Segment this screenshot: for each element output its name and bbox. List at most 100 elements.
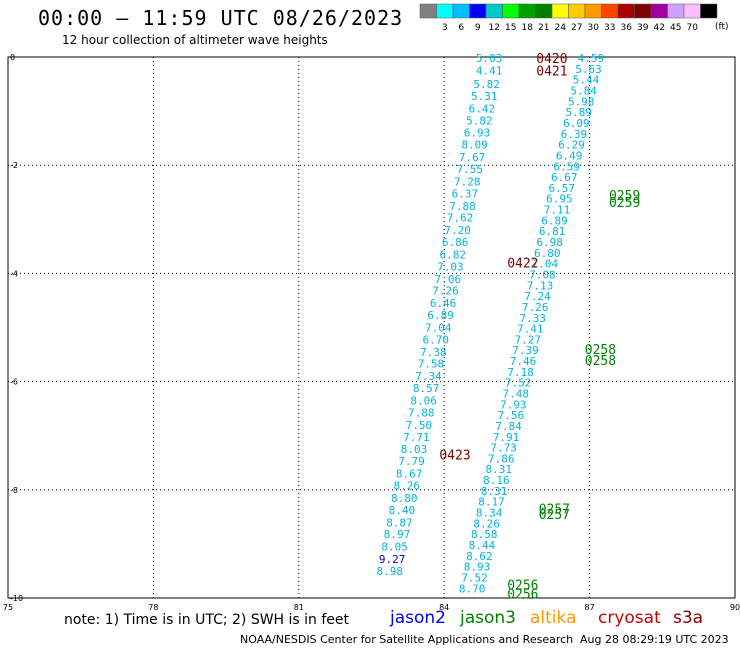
swh-value: 7.50: [406, 419, 433, 432]
swh-value: 8.67: [396, 468, 423, 481]
y-tick-label: -8: [10, 486, 18, 495]
swh-value: 8.98: [377, 565, 404, 578]
credit-text: NOAA/NESDIS Center for Satellite Applica…: [240, 633, 574, 646]
swh-value: 7.04: [425, 322, 452, 335]
swh-value: 9.27: [379, 553, 406, 566]
pass-time-label: 0256: [507, 588, 538, 603]
swh-value: 7.52: [505, 377, 532, 390]
swh-value: 5.03: [476, 52, 503, 65]
swh-value: 7.11: [544, 204, 571, 217]
satellite-altika: altika: [530, 608, 577, 628]
legend-label: 12: [489, 23, 500, 33]
swh-value: 7.55: [456, 163, 483, 176]
legend-label: 42: [654, 23, 665, 33]
swh-value: 7.56: [498, 409, 525, 422]
pass-time-label: 0420: [536, 52, 567, 67]
legend-label: 21: [538, 23, 549, 33]
swh-value: 6.93: [464, 127, 491, 140]
x-tick-label: 78: [148, 603, 158, 612]
swh-value: 6.37: [452, 187, 479, 200]
legend-label: 3: [442, 23, 448, 33]
legend-label: 33: [604, 23, 615, 33]
y-tick-label: -2: [10, 161, 18, 170]
swh-value: 7.84: [495, 420, 522, 433]
legend-label: 27: [571, 23, 582, 33]
pass-time-label: 0259: [609, 189, 640, 204]
swh-value: 7.28: [454, 175, 481, 188]
page-title: 00:00 – 11:59 UTC 08/26/2023: [38, 6, 404, 30]
swh-value: 7.13: [527, 279, 554, 292]
swh-value: 7.03: [437, 260, 464, 273]
swh-value: 8.40: [389, 504, 416, 517]
swh-value: 6.89: [427, 309, 454, 322]
swh-value: 7.38: [420, 346, 447, 359]
swh-value: 7.33: [519, 312, 546, 325]
pass-time-label: 0422: [507, 257, 538, 272]
x-tick-label: 81: [294, 603, 304, 612]
swh-value: 6.81: [539, 225, 566, 238]
swh-value: 8.34: [476, 507, 503, 520]
swh-value: 7.86: [488, 452, 515, 465]
swh-value: 6.86: [442, 236, 469, 249]
y-tick-label: -10: [10, 594, 23, 603]
swh-value: 6.59: [553, 160, 580, 173]
swh-value: 8.26: [473, 517, 500, 530]
swh-value: 8.80: [391, 492, 418, 505]
swh-value: 5.82: [473, 78, 500, 91]
pass-time-label: 0256: [507, 578, 538, 593]
legend-label: 45: [670, 23, 681, 33]
swh-value: 6.42: [469, 102, 496, 115]
footer-note: note: 1) Time is in UTC; 2) SWH is in fe…: [64, 612, 350, 628]
legend-label: 30: [588, 23, 600, 33]
plot-frame: [7, 56, 736, 599]
swh-value: 5.89: [566, 106, 593, 119]
swh-value: 8.70: [459, 582, 486, 595]
swh-value: 5.82: [466, 114, 493, 127]
legend-label: 6: [458, 23, 464, 33]
legend-unit: (ft): [715, 22, 729, 32]
swh-value: 8.16: [483, 474, 510, 487]
swh-value: 7.26: [432, 285, 459, 298]
swh-value: 7.52: [461, 571, 488, 584]
swh-value: 6.89: [541, 214, 568, 227]
swh-value: 8.58: [471, 528, 498, 541]
swh-value: 6.39: [561, 128, 588, 141]
legend-label: 9: [475, 23, 481, 33]
swh-value: 8.97: [384, 528, 411, 541]
swh-value: 7.93: [500, 398, 527, 411]
swh-value: 7.62: [447, 212, 474, 225]
swh-value: 6.29: [558, 139, 585, 152]
swh-value: 7.27: [515, 333, 542, 346]
legend-label: 24: [555, 23, 567, 33]
swh-value: 4.59: [578, 52, 605, 65]
pass-time-label: 0257: [539, 503, 570, 518]
timestamp-text: Aug 28 08:29:19 UTC 2023: [580, 633, 729, 646]
swh-value: 7.48: [503, 388, 530, 401]
swh-value: 7.73: [490, 442, 517, 455]
x-tick-label: 87: [585, 603, 595, 612]
swh-value: 6.57: [549, 182, 576, 195]
swh-value: 8.93: [464, 561, 491, 574]
swh-value: 6.49: [556, 149, 583, 162]
legend-label: 15: [505, 23, 516, 33]
swh-value: 6.98: [536, 236, 563, 249]
satellite-jason3: jason3: [460, 608, 516, 628]
page-subtitle: 12 hour collection of altimeter wave hei…: [62, 33, 328, 47]
swh-value: 6.46: [430, 297, 457, 310]
y-tick-label: -6: [10, 378, 18, 387]
swh-value: 6.09: [563, 117, 590, 130]
x-tick-label: 84: [439, 603, 449, 612]
swh-value: 8.87: [386, 516, 413, 529]
swh-value: 7.24: [524, 290, 551, 303]
swh-value: 8.31: [481, 485, 508, 498]
pass-time-label: 0423: [439, 449, 470, 464]
swh-value: 7.41: [517, 323, 544, 336]
swh-value: 5.31: [471, 90, 498, 103]
y-tick-label: -4: [10, 269, 18, 278]
pass-time-label: 0258: [585, 343, 616, 358]
swh-value: 6.95: [546, 193, 573, 206]
swh-value: 5.98: [568, 95, 595, 108]
legend-label: 18: [522, 23, 534, 33]
swh-value: 7.71: [403, 431, 430, 444]
pass-time-label: 0257: [539, 508, 570, 523]
